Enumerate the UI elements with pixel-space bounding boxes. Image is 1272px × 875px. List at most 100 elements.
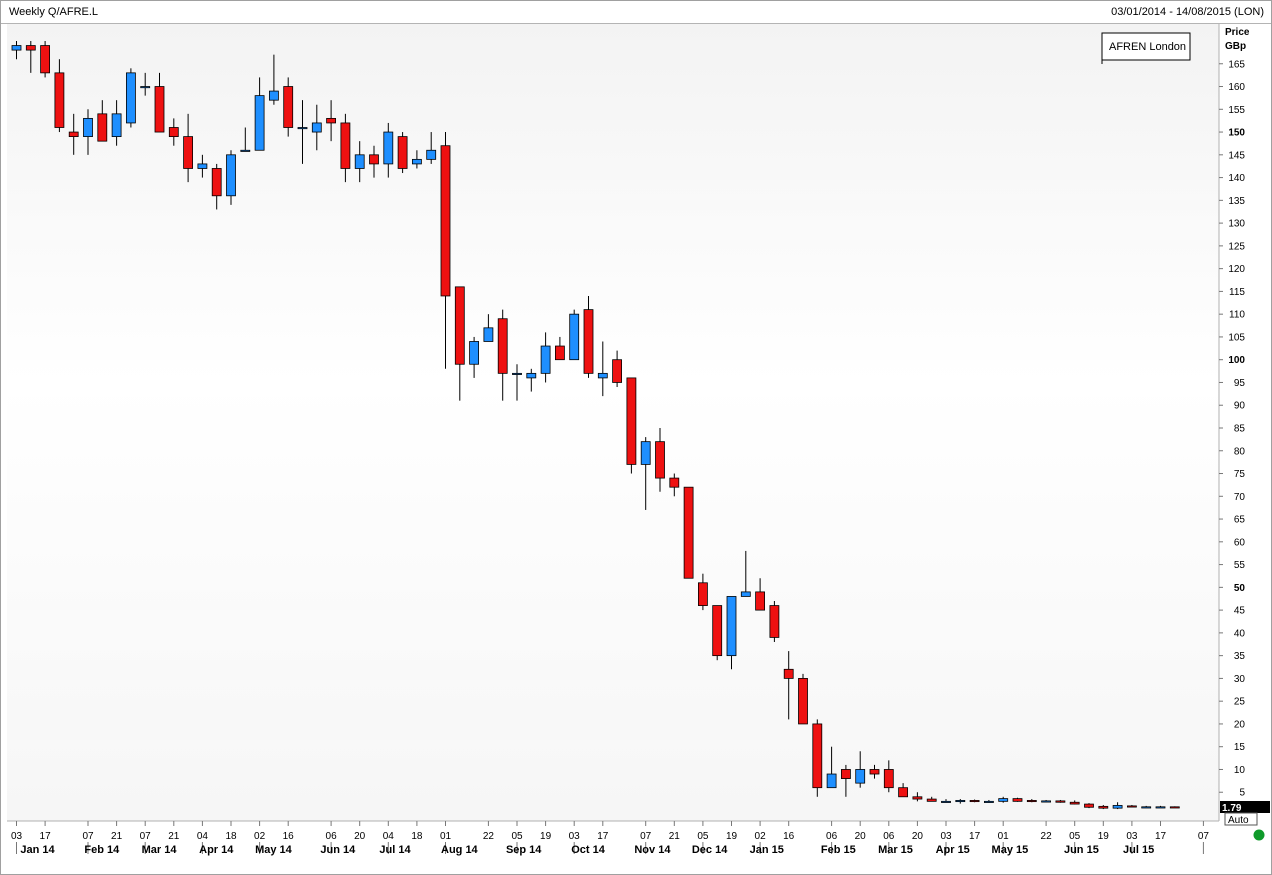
candle[interactable] [240, 127, 251, 152]
auto-scale-button[interactable]: Auto [1224, 812, 1258, 826]
candle[interactable] [1127, 804, 1137, 808]
candle[interactable] [912, 792, 923, 802]
candle[interactable] [211, 163, 222, 210]
candle[interactable] [283, 77, 294, 137]
candle[interactable] [426, 132, 437, 164]
time-axis[interactable]: 03 17 07 21 07 21 04 18 02 16 06 20 04 18 01 22 05 19 03 17… [11, 821, 1209, 856]
price-tick-label: 40 [1234, 628, 1246, 639]
candle[interactable] [140, 72, 151, 96]
candle[interactable] [783, 651, 794, 720]
candle[interactable] [354, 141, 365, 183]
candle[interactable] [1141, 805, 1152, 809]
candle[interactable] [111, 100, 122, 146]
candle[interactable] [955, 799, 966, 804]
candle[interactable] [1112, 802, 1123, 810]
candle[interactable] [254, 77, 265, 151]
candle[interactable] [740, 550, 751, 597]
candle[interactable] [655, 427, 665, 492]
candle[interactable] [926, 796, 937, 802]
candle[interactable] [698, 573, 708, 611]
candle[interactable] [998, 796, 1009, 803]
month-label: Mar 15 [878, 844, 913, 856]
candle[interactable] [369, 145, 379, 178]
candle[interactable] [1155, 805, 1166, 809]
candle[interactable] [297, 100, 308, 164]
candle[interactable] [826, 746, 837, 789]
candle[interactable] [83, 109, 93, 155]
legend[interactable]: AFREN London [1101, 32, 1191, 64]
candle[interactable] [383, 122, 394, 178]
candle[interactable] [712, 605, 723, 661]
candle[interactable] [612, 350, 622, 388]
candle[interactable] [311, 104, 322, 151]
candle-body-up [11, 45, 22, 51]
candle[interactable] [226, 150, 236, 205]
candle[interactable] [11, 40, 22, 60]
candle[interactable] [154, 72, 165, 133]
candle[interactable] [326, 100, 337, 142]
candle[interactable] [197, 154, 208, 178]
candle[interactable] [526, 368, 537, 392]
day-tick-label: 19 [726, 831, 738, 842]
candle[interactable] [841, 764, 851, 797]
candle[interactable] [597, 341, 608, 397]
plot-area[interactable] [7, 24, 1219, 821]
candle[interactable] [183, 113, 194, 183]
candle[interactable] [268, 54, 279, 105]
candle[interactable] [469, 336, 480, 378]
candle[interactable] [25, 40, 36, 73]
candle[interactable] [483, 314, 494, 342]
candle[interactable] [969, 799, 980, 803]
auto-scale-box[interactable] [1224, 812, 1258, 826]
day-tick-label: 03 [11, 831, 23, 842]
candle[interactable] [669, 473, 680, 497]
candle[interactable] [984, 799, 994, 803]
candle[interactable] [1169, 806, 1180, 809]
candle[interactable] [941, 799, 951, 803]
day-tick-label: 19 [1098, 831, 1110, 842]
candle[interactable] [454, 286, 465, 401]
candle[interactable] [1041, 799, 1051, 803]
candle[interactable] [40, 40, 50, 78]
candle[interactable] [683, 486, 694, 579]
candle-body-down [1055, 800, 1066, 803]
candle[interactable] [640, 437, 651, 510]
candle[interactable] [1055, 799, 1066, 803]
candle[interactable] [755, 578, 765, 611]
candle[interactable] [1012, 797, 1023, 802]
price-tick-label: 110 [1229, 310, 1245, 321]
candle[interactable] [898, 783, 908, 798]
candle[interactable] [512, 364, 522, 401]
candle[interactable] [340, 113, 351, 183]
candle[interactable] [497, 309, 508, 401]
candle[interactable] [626, 377, 637, 474]
candle[interactable] [869, 764, 880, 779]
candle[interactable] [583, 295, 594, 378]
candle[interactable] [812, 719, 823, 797]
candle[interactable] [1084, 803, 1094, 809]
candle[interactable] [440, 132, 451, 369]
candle[interactable] [1069, 800, 1080, 805]
legend-label: AFREN London [1109, 41, 1186, 53]
candle[interactable] [540, 332, 551, 383]
candle[interactable] [769, 601, 780, 642]
candle[interactable] [411, 150, 422, 169]
auto-scale-label[interactable]: Auto [1228, 815, 1249, 826]
candle[interactable] [1026, 799, 1037, 803]
candle[interactable] [97, 100, 108, 142]
candle[interactable] [798, 673, 808, 725]
candle[interactable] [397, 132, 408, 174]
candle[interactable] [883, 760, 894, 793]
candle[interactable] [68, 113, 79, 155]
candle[interactable] [555, 336, 565, 361]
candle[interactable] [54, 59, 65, 133]
candle[interactable] [168, 118, 179, 146]
candle[interactable] [569, 309, 580, 361]
candle-body-down [1098, 805, 1109, 809]
price-axis[interactable]: 5 10 15 20 25 30 35 40 45 50 55 60 65 70 75 80 85 90 95 100… [1219, 59, 1246, 799]
candle[interactable] [855, 751, 866, 788]
candle[interactable] [726, 596, 737, 670]
candle[interactable] [126, 68, 136, 128]
candle[interactable] [1098, 804, 1109, 810]
